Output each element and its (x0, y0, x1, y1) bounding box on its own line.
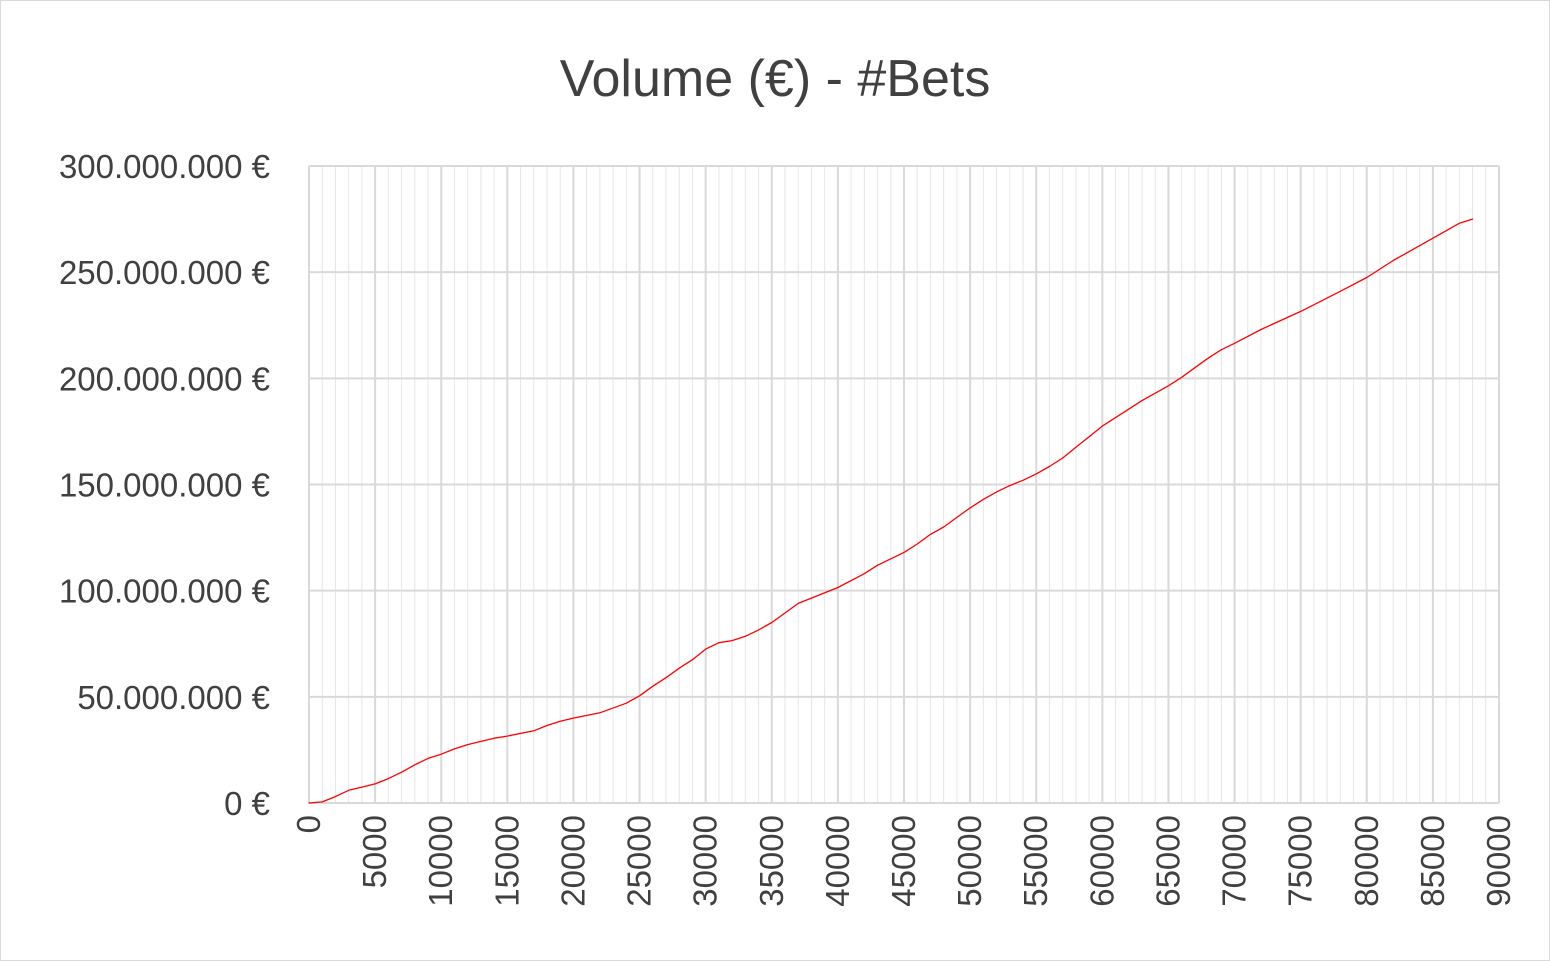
x-tick-label: 0 (290, 815, 327, 833)
x-tick-label: 15000 (488, 815, 525, 907)
chart-title: Volume (€) - #Bets (560, 50, 991, 108)
x-tick-label: 45000 (885, 815, 922, 907)
y-tick-label: 0 € (224, 785, 270, 822)
x-tick-label: 55000 (1017, 815, 1054, 907)
x-tick-label: 20000 (554, 815, 591, 907)
x-tick-label: 70000 (1216, 815, 1253, 907)
series-line (308, 218, 1474, 804)
x-tick-label: 75000 (1282, 815, 1319, 907)
x-axis-tick-labels: 0 5000 10000 15000 20000 25000 30000 35000 40000… (290, 815, 1517, 907)
x-tick-label: 80000 (1348, 815, 1385, 907)
y-tick-label: 150.000.000 € (59, 467, 270, 504)
y-axis-tick-labels: 0 € 50.000.000 € 100.000.000 € 150.000.000 … (59, 148, 270, 822)
major-gridlines (308, 165, 1500, 804)
y-tick-label: 100.000.000 € (59, 573, 270, 610)
x-tick-label: 60000 (1083, 815, 1120, 907)
x-tick-label: 65000 (1149, 815, 1186, 907)
x-tick-label: 30000 (687, 815, 724, 907)
x-tick-label: 10000 (422, 815, 459, 907)
x-tick-label: 85000 (1414, 815, 1451, 907)
x-tick-label: 25000 (621, 815, 658, 907)
y-tick-label: 200.000.000 € (59, 360, 270, 397)
x-tick-label: 5000 (356, 815, 393, 888)
x-tick-label: 35000 (753, 815, 790, 907)
y-tick-label: 250.000.000 € (59, 254, 270, 291)
x-tick-label: 90000 (1480, 815, 1517, 907)
y-tick-label: 50.000.000 € (77, 679, 270, 716)
y-tick-label: 300.000.000 € (59, 148, 270, 185)
x-tick-label: 50000 (951, 815, 988, 907)
x-tick-label: 40000 (819, 815, 856, 907)
